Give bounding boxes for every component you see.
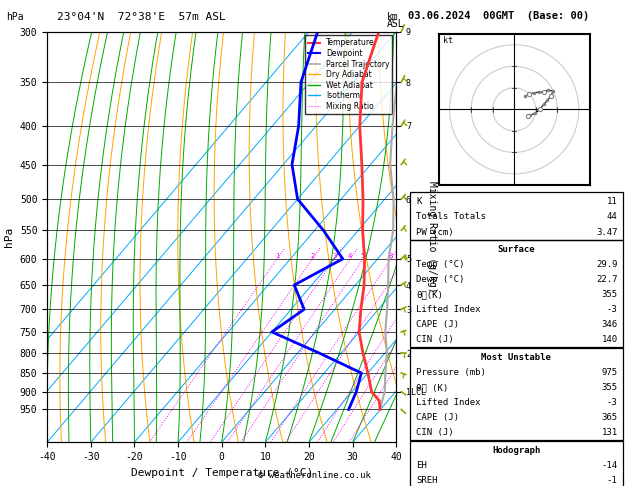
Text: EH: EH (416, 461, 427, 470)
Text: 346: 346 (601, 320, 618, 330)
X-axis label: Dewpoint / Temperature (°C): Dewpoint / Temperature (°C) (131, 468, 313, 478)
Text: -3: -3 (607, 305, 618, 314)
Text: Most Unstable: Most Unstable (481, 353, 552, 362)
Text: 1: 1 (275, 253, 279, 259)
Text: -3: -3 (607, 398, 618, 407)
Text: SREH: SREH (416, 476, 438, 485)
Text: CAPE (J): CAPE (J) (416, 413, 459, 422)
Text: 44: 44 (607, 212, 618, 222)
Text: hPa: hPa (4, 227, 14, 247)
Text: 131: 131 (601, 428, 618, 437)
Text: 22.7: 22.7 (596, 275, 618, 284)
Text: 975: 975 (601, 368, 618, 377)
Text: 03.06.2024  00GMT  (Base: 00): 03.06.2024 00GMT (Base: 00) (408, 11, 589, 21)
Text: 355: 355 (601, 290, 618, 299)
Text: Lifted Index: Lifted Index (416, 305, 481, 314)
Text: ASL: ASL (387, 19, 404, 30)
Text: PW (cm): PW (cm) (416, 227, 454, 237)
Text: © weatheronline.co.uk: © weatheronline.co.uk (258, 471, 371, 480)
Y-axis label: Mixing Ratio (g/kg): Mixing Ratio (g/kg) (427, 181, 437, 293)
Text: CAPE (J): CAPE (J) (416, 320, 459, 330)
Text: 5: 5 (361, 253, 365, 259)
Text: 365: 365 (601, 413, 618, 422)
Text: kt: kt (443, 35, 453, 45)
Text: -14: -14 (601, 461, 618, 470)
Text: 140: 140 (601, 335, 618, 345)
Text: km: km (387, 12, 399, 22)
Text: Temp (°C): Temp (°C) (416, 260, 465, 269)
Text: Dewp (°C): Dewp (°C) (416, 275, 465, 284)
Text: Surface: Surface (498, 245, 535, 254)
Text: Totals Totals: Totals Totals (416, 212, 486, 222)
Text: K: K (416, 197, 422, 207)
Text: 29.9: 29.9 (596, 260, 618, 269)
Text: Hodograph: Hodograph (493, 446, 540, 455)
Text: -1: -1 (607, 476, 618, 485)
Text: 11: 11 (607, 197, 618, 207)
Text: Lifted Index: Lifted Index (416, 398, 481, 407)
Legend: Temperature, Dewpoint, Parcel Trajectory, Dry Adiabat, Wet Adiabat, Isotherm, Mi: Temperature, Dewpoint, Parcel Trajectory… (305, 35, 392, 114)
Text: θᴇ (K): θᴇ (K) (416, 383, 448, 392)
Text: 4: 4 (348, 253, 352, 259)
Text: CIN (J): CIN (J) (416, 428, 454, 437)
Text: 2: 2 (310, 253, 314, 259)
Text: 3.47: 3.47 (596, 227, 618, 237)
Text: θᴇ(K): θᴇ(K) (416, 290, 443, 299)
Text: CIN (J): CIN (J) (416, 335, 454, 345)
Text: 355: 355 (601, 383, 618, 392)
Text: hPa: hPa (6, 12, 24, 22)
Text: 23°04'N  72°38'E  57m ASL: 23°04'N 72°38'E 57m ASL (57, 12, 225, 22)
Text: Pressure (mb): Pressure (mb) (416, 368, 486, 377)
Text: 8: 8 (389, 253, 393, 259)
Text: 3: 3 (332, 253, 337, 259)
